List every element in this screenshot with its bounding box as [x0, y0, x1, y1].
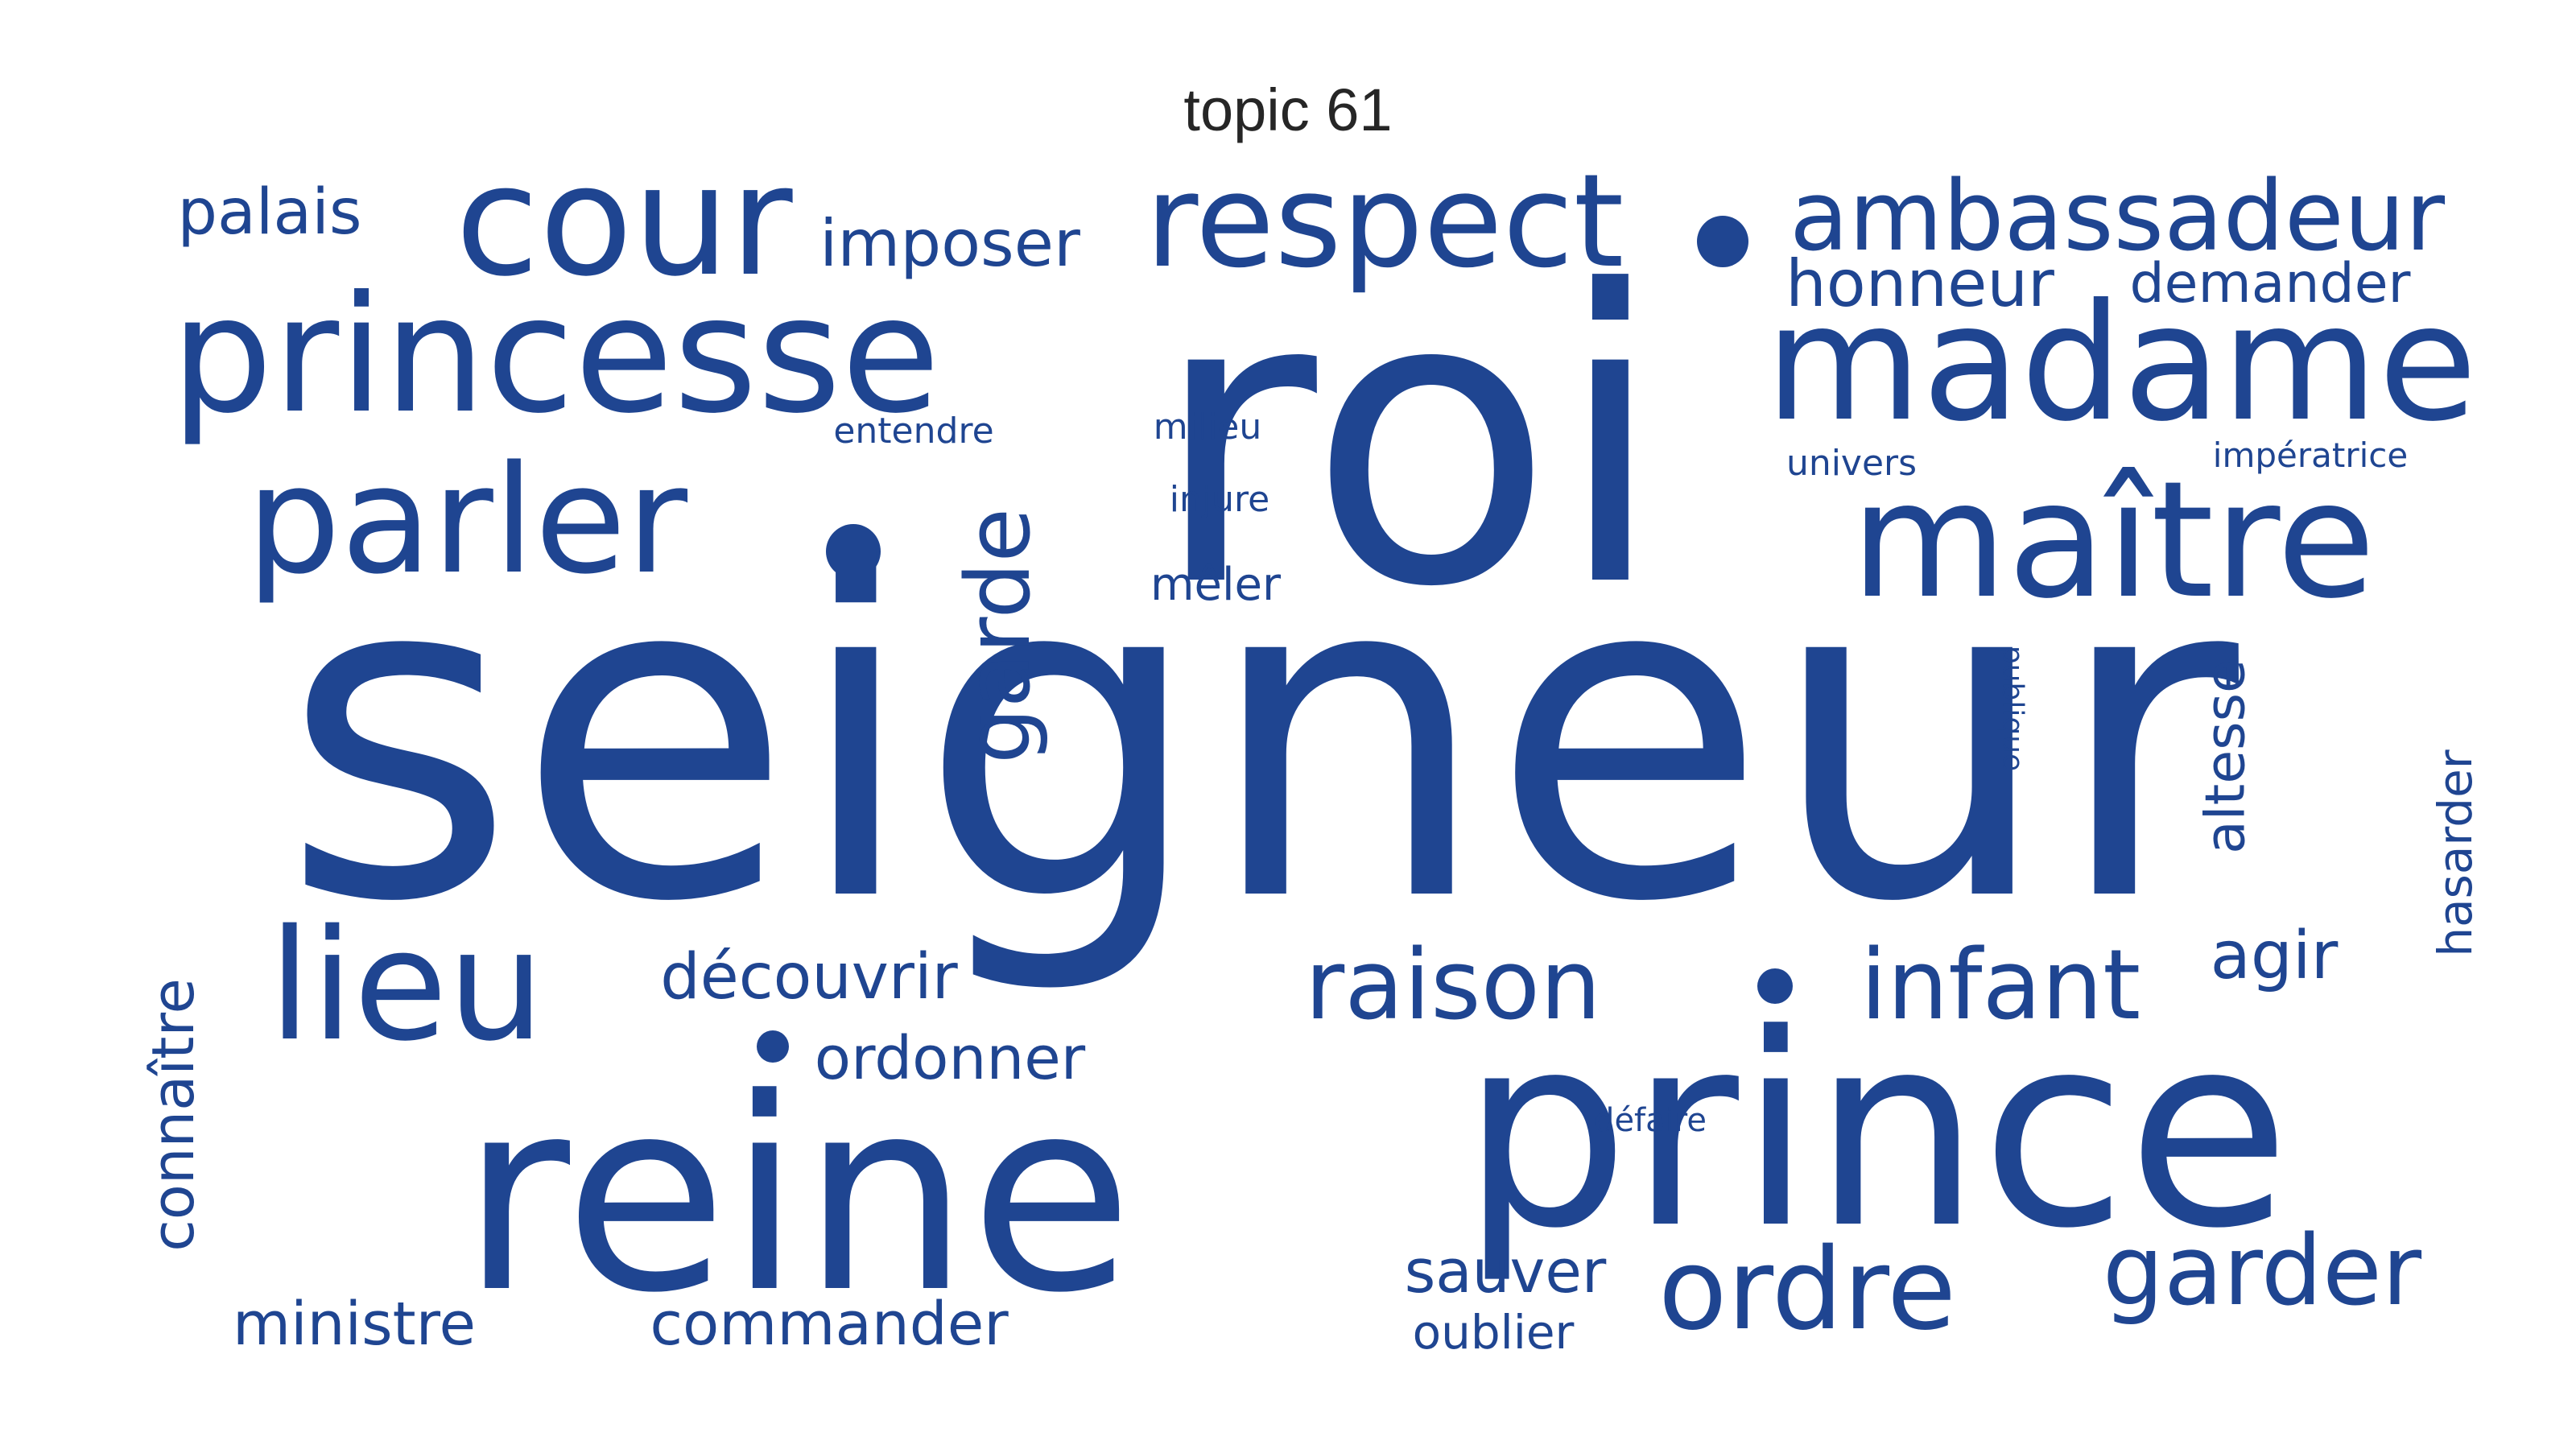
figure-title: topic 61	[1183, 76, 1393, 143]
word-raison: raison	[1305, 930, 1601, 1042]
word-madame: madame	[1765, 270, 2478, 457]
word-connaitre: connaître	[139, 978, 207, 1252]
word-prince: prince	[1461, 977, 2290, 1286]
word-altesse: altesse	[2194, 659, 2258, 854]
word-honneur: honneur	[1785, 246, 2054, 321]
dot-mark-4	[757, 1030, 789, 1063]
word-entendre: entendre	[833, 411, 993, 452]
word-cour: cour	[455, 132, 793, 310]
dot-mark-2	[826, 524, 881, 579]
word-respect: respect	[1146, 146, 1624, 296]
word-ordre: ordre	[1658, 1224, 1956, 1356]
word-sauver: sauver	[1405, 1237, 1607, 1307]
word-parler: parler	[246, 433, 688, 607]
word-maitre: maître	[1851, 447, 2376, 634]
word-milieu: milieu	[1154, 407, 1262, 448]
word-imposer: imposer	[819, 206, 1080, 281]
word-meler: mêler	[1150, 559, 1282, 611]
word-decouvrir: découvrir	[660, 941, 958, 1013]
word-univers: univers	[1786, 443, 1917, 484]
word-palais: palais	[177, 176, 361, 249]
word-hasarder: hasarder	[2428, 749, 2483, 956]
word-ambassadeur: ambassadeur	[1790, 161, 2446, 273]
word-garder: garder	[2103, 1216, 2422, 1327]
word-commander: commander	[650, 1290, 1009, 1359]
dot-mark-3	[1757, 968, 1793, 1004]
word-oublier: oublier	[1413, 1305, 1575, 1360]
word-lieu: lieu	[269, 897, 545, 1075]
word-defaire: défaire	[1594, 1102, 1707, 1139]
dot-mark-1	[1697, 216, 1748, 267]
word-roi: roi	[1151, 206, 1666, 675]
word-agir: agir	[2211, 918, 2339, 994]
word-publique: publique	[1996, 646, 2029, 771]
word-infant: infant	[1860, 930, 2140, 1042]
word-ordonner: ordonner	[815, 1024, 1086, 1093]
word-princesse: princesse	[171, 262, 940, 449]
word-seigneur: seigneur	[281, 476, 2244, 1001]
word-garde: garde	[947, 508, 1050, 764]
word-demander: demander	[2130, 252, 2411, 316]
word-reine: reine	[460, 1042, 1133, 1351]
word-injure: injure	[1170, 479, 1269, 520]
word-ministre: ministre	[233, 1290, 476, 1359]
word-imperatrice: impératrice	[2213, 436, 2408, 475]
